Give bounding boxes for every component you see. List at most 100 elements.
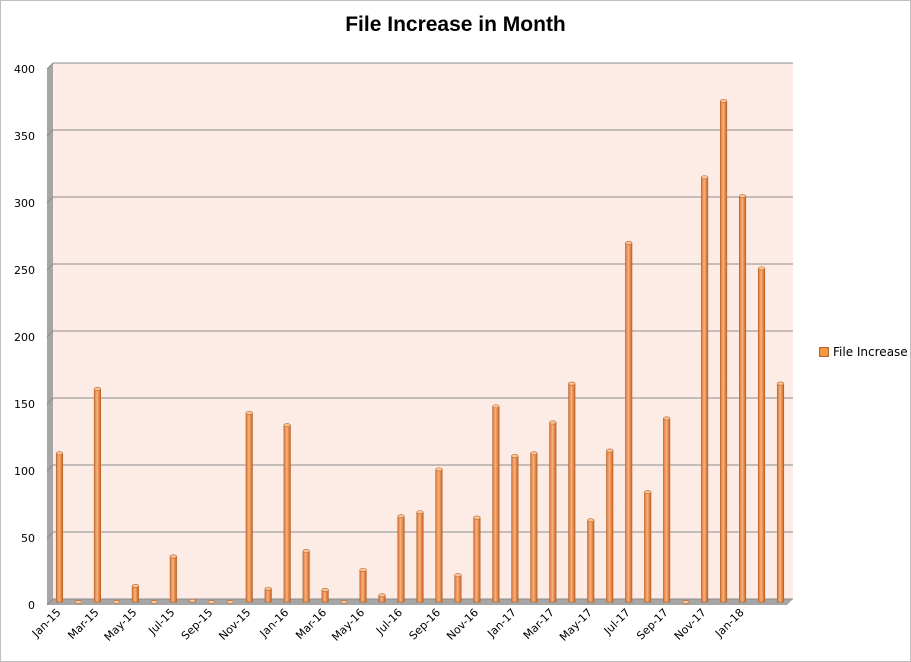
- gridline-50: [46, 531, 793, 539]
- bar-cap-Jun-15: [150, 600, 158, 604]
- bar-Jan-17: [511, 454, 519, 603]
- bar-cap-Jan-18: [739, 194, 747, 198]
- bar-Aug-17: [644, 490, 652, 603]
- bar-body-Jan-17: [511, 455, 519, 603]
- bar-Sep-16: [435, 467, 443, 603]
- bar-cap-Jul-16: [397, 514, 405, 519]
- bar-Nov-17: [701, 175, 709, 603]
- x-tick-label-Nov-16: Nov-16: [444, 606, 481, 643]
- bar-Apr-16: [340, 600, 348, 604]
- bar-Mar-16: [321, 588, 329, 603]
- y-axis-tick-labels: 0 50 100 150 200 250 300 350 400: [14, 63, 35, 612]
- bar-Jan-18: [739, 194, 747, 603]
- bar-Jul-15: [169, 554, 177, 603]
- bar-cap-Dec-17: [720, 98, 728, 103]
- bar-cap-Jun-17: [606, 448, 614, 453]
- bar-body-Mar-15: [93, 388, 101, 603]
- bar-Mar-15: [93, 387, 101, 603]
- x-tick-label-Sep-17: Sep-17: [634, 606, 671, 643]
- bar-Sep-15: [207, 600, 215, 604]
- bar-May-15: [131, 584, 139, 603]
- bar-body-Feb-16: [302, 550, 310, 603]
- bar-cap-Sep-16: [435, 467, 443, 472]
- y-tick-label-300: 300: [14, 197, 35, 210]
- bar-cap-Dec-16: [492, 404, 500, 409]
- bar-Sep-17: [663, 416, 671, 603]
- bar-body-Oct-16: [454, 574, 462, 603]
- bar-body-Aug-17: [644, 491, 652, 603]
- bar-body-Jul-16: [397, 515, 405, 603]
- bar-May-17: [587, 518, 595, 603]
- bar-body-Jul-17: [625, 242, 633, 603]
- bar-May-16: [359, 567, 367, 603]
- legend-swatch-file-increase: [819, 347, 829, 357]
- bar-cap-Feb-16: [302, 549, 310, 553]
- bar-Feb-18: [757, 266, 766, 603]
- bar-cap-Feb-17: [530, 451, 538, 456]
- bar-cap-Apr-15: [112, 600, 120, 604]
- bar-cap-Apr-17: [568, 381, 576, 386]
- bar-body-Nov-16: [473, 517, 481, 603]
- x-tick-label-Mar-16: Mar-16: [293, 606, 329, 642]
- x-tick-label-Jul-15: Jul-15: [145, 606, 177, 638]
- bar-cap-May-17: [587, 518, 595, 523]
- bar-body-Dec-17: [720, 100, 728, 603]
- bar-cap-Jul-17: [625, 240, 633, 245]
- bar-Mar-18: [776, 381, 785, 603]
- bar-body-May-17: [587, 519, 595, 603]
- bar-cap-Nov-15: [245, 411, 253, 415]
- bar-cap-Nov-17: [701, 175, 709, 180]
- y-tick-label-0: 0: [28, 599, 35, 612]
- x-tick-label-Sep-15: Sep-15: [179, 606, 216, 643]
- x-tick-label-Mar-15: Mar-15: [65, 606, 101, 642]
- gridlines: [46, 62, 793, 606]
- bar-body-May-15: [131, 585, 139, 603]
- bar-Jan-15: [55, 451, 64, 603]
- legend-label-file-increase: File Increase: [833, 345, 908, 359]
- bar-Apr-15: [112, 600, 120, 604]
- bar-body-Sep-16: [435, 469, 443, 603]
- bar-cap-Feb-15: [74, 600, 83, 604]
- bar-cap-May-15: [131, 584, 139, 588]
- bar-series: [55, 98, 785, 604]
- bar-cap-Jul-15: [169, 554, 177, 559]
- bar-Oct-16: [454, 573, 462, 603]
- bar-cap-Jan-15: [55, 451, 64, 456]
- gridline-350: [46, 129, 793, 137]
- gridline-300: [46, 196, 793, 204]
- bar-cap-Aug-17: [644, 490, 652, 495]
- bar-body-Aug-16: [416, 511, 424, 603]
- x-tick-label-Nov-17: Nov-17: [672, 606, 709, 643]
- y-tick-label-150: 150: [14, 398, 35, 411]
- bar-body-Feb-18: [757, 268, 766, 603]
- gridline-0: [46, 598, 793, 606]
- gridline-100: [46, 464, 793, 472]
- bar-body-Jan-16: [283, 424, 291, 603]
- bar-Jul-17: [625, 240, 633, 603]
- bar-cap-Oct-17: [682, 600, 690, 604]
- bar-cap-Feb-18: [757, 266, 766, 271]
- bar-Jun-17: [606, 448, 614, 603]
- bar-body-Mar-17: [549, 422, 557, 603]
- bar-Feb-15: [74, 600, 83, 604]
- bar-body-Jun-17: [606, 450, 614, 603]
- bar-body-Nov-17: [701, 176, 709, 603]
- x-tick-label-May-16: May-16: [329, 606, 367, 644]
- bar-cap-Oct-15: [226, 600, 234, 604]
- bar-cap-Jan-16: [283, 423, 291, 428]
- bar-Dec-17: [720, 98, 728, 603]
- bar-Aug-16: [416, 510, 424, 603]
- y-tick-label-350: 350: [14, 130, 35, 143]
- bar-cap-Jun-16: [378, 593, 386, 598]
- bar-body-Mar-18: [776, 383, 785, 603]
- bar-body-Sep-17: [663, 418, 671, 603]
- bar-Aug-15: [188, 598, 196, 603]
- bar-Oct-17: [682, 600, 690, 604]
- bar-Dec-15: [264, 586, 272, 603]
- gridline-200: [46, 330, 793, 338]
- legend: File Increase: [819, 345, 908, 359]
- bar-Nov-16: [473, 515, 481, 603]
- bar-body-Dec-16: [492, 406, 500, 603]
- bar-cap-Sep-15: [207, 600, 215, 604]
- bar-Feb-17: [530, 451, 538, 603]
